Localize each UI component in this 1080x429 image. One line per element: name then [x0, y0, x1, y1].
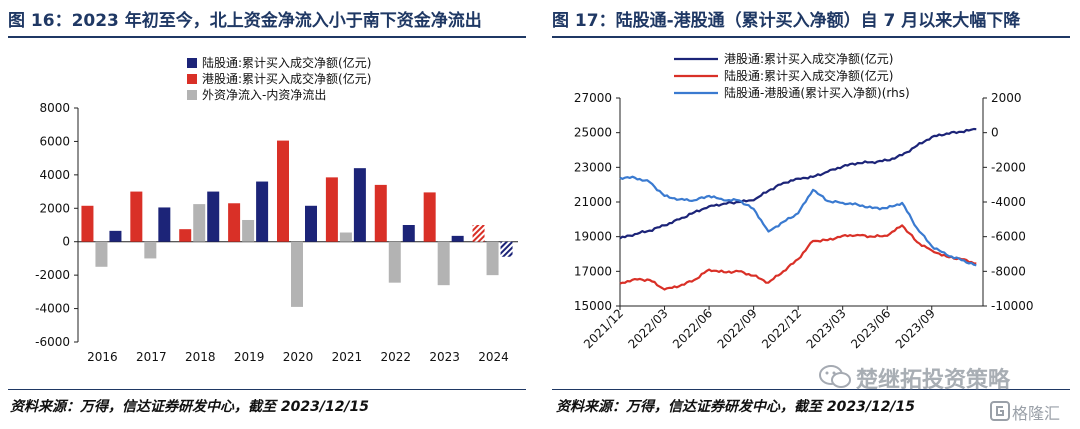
line-right-tick-label: 2000 [991, 91, 1022, 105]
line-chart: 15000 17000 19000 21000 23000 25000 27000 -1000… [574, 51, 1034, 351]
bar-mark [423, 192, 436, 242]
left-chart-title: 图 16：2023 年初至今，北上资金净流入小于南下资金净流出 [8, 11, 482, 31]
line-x-tick-label: 2023/09 [893, 306, 938, 351]
bar-y-tick-label: 0 [62, 235, 70, 249]
line-left-tick-label: 21000 [574, 195, 612, 209]
bar-legend-label: 外资净流入-内资净流出 [202, 88, 326, 102]
watermark-gelonghui: 格隆汇 [1012, 404, 1061, 423]
bar-x-tick-label: 2022 [381, 350, 412, 364]
line-left-tick-label: 25000 [574, 126, 612, 140]
wechat-icon [819, 365, 851, 388]
bar-mark [339, 232, 352, 242]
line-x-tick-label: 2022/03 [626, 306, 671, 351]
bar-mark [472, 225, 485, 242]
right-chart-title: 图 17：陆股通-港股通（累计买入净额）自 7 月以来大幅下降 [552, 11, 1021, 31]
right-source-rule [552, 389, 1070, 390]
right-title-rule [552, 36, 1070, 38]
bar-mark [291, 241, 303, 307]
bar-legend-label: 港股通:累计买入成交净额(亿元) [202, 71, 371, 86]
bar-mark [130, 191, 143, 242]
bar-mark [207, 191, 220, 242]
line-left-tick-label: 19000 [574, 230, 612, 244]
bar-mark [109, 230, 122, 242]
bar-mark [402, 225, 415, 242]
bar-y-tick-label: -6000 [35, 335, 70, 349]
bar-mark [256, 181, 269, 242]
line-left-tick-label: 17000 [574, 264, 612, 278]
bar-y-tick-label: 2000 [39, 201, 70, 215]
bar-mark [374, 184, 387, 242]
line-right-tick-label: -4000 [991, 195, 1026, 209]
line-left-tick-label: 23000 [574, 160, 612, 174]
bar-x-tick-label: 2023 [429, 350, 460, 364]
bar-x-tick-label: 2021 [332, 350, 363, 364]
bar-mark [437, 241, 450, 286]
bar-x-tick-label: 2020 [283, 350, 314, 364]
line-x-tick-label: 2023/03 [804, 306, 849, 351]
bar-mark [325, 177, 338, 242]
bar-x-tick-label: 2016 [87, 350, 118, 364]
line-right-tick-label: -8000 [991, 264, 1026, 278]
line-x-tick-label: 2022/06 [670, 306, 715, 351]
bar-mark [388, 241, 401, 283]
line-right-tick-label: -2000 [991, 160, 1026, 174]
bar-y-tick-label: 4000 [39, 168, 70, 182]
bar-mark [158, 207, 171, 242]
bar-mark [228, 203, 241, 242]
bar-x-tick-label: 2018 [185, 350, 216, 364]
line-left-tick-label: 15000 [574, 299, 612, 313]
right-source-note: 资料来源：万得，信达证券研发中心，截至 2023/12/15 [556, 399, 916, 415]
bar-mark [81, 205, 94, 242]
line-legend-label: 港股通:累计买入成交净额(亿元) [724, 51, 893, 66]
bar-chart: -6000 -4000 -2000 0 2000 4000 6000 8000 2016 2017… [35, 55, 518, 364]
bar-mark [95, 241, 108, 267]
line-legend-label: 陆股通-港股通(累计买入净额)(rhs) [724, 85, 910, 100]
bar-y-tick-label: 6000 [39, 134, 70, 148]
line-x-tick-label: 2022/09 [715, 306, 760, 351]
bar-legend-swatch [187, 58, 197, 68]
bar-mark [451, 235, 464, 242]
line-right-tick-label: -6000 [991, 230, 1026, 244]
line-right-tick-label: 0 [991, 126, 999, 140]
line-x-tick-label: 2022/12 [759, 306, 804, 351]
left-source-note: 资料来源：万得，信达证券研发中心，截至 2023/12/15 [10, 399, 370, 415]
bar-mark [242, 219, 255, 242]
left-source-rule [8, 389, 526, 390]
line-left-tick-label: 27000 [574, 91, 612, 105]
bar-mark [486, 241, 499, 276]
bar-mark [305, 205, 317, 242]
line-legend-label: 陆股通:累计买入成交净额(亿元) [724, 68, 893, 83]
bar-legend-label: 陆股通:累计买入成交净额(亿元) [202, 55, 371, 70]
bar-mark [179, 229, 192, 242]
line-right-tick-label: -10000 [991, 299, 1034, 313]
gelonghui-logo-icon [990, 401, 1010, 421]
bar-y-tick-label: -4000 [35, 302, 70, 316]
bar-x-tick-label: 2019 [234, 350, 265, 364]
bar-y-tick-label: 8000 [39, 101, 70, 115]
line-series-path [619, 175, 977, 267]
bar-x-tick-label: 2017 [136, 350, 167, 364]
bar-x-tick-label: 2024 [478, 350, 509, 364]
bar-mark [144, 241, 157, 259]
bar-legend-swatch [187, 74, 197, 84]
bar-mark [277, 140, 289, 242]
line-series-path [619, 224, 977, 291]
bar-mark [193, 204, 206, 242]
line-series-path [619, 127, 977, 240]
bar-legend-swatch [187, 90, 197, 100]
watermark-account-name: 楚继拓投资策略 [856, 368, 1011, 393]
bar-mark [353, 168, 366, 242]
bar-mark [500, 241, 513, 257]
bar-y-tick-label: -2000 [35, 268, 70, 282]
left-title-rule [8, 36, 526, 38]
line-x-tick-label: 2023/06 [848, 306, 893, 351]
